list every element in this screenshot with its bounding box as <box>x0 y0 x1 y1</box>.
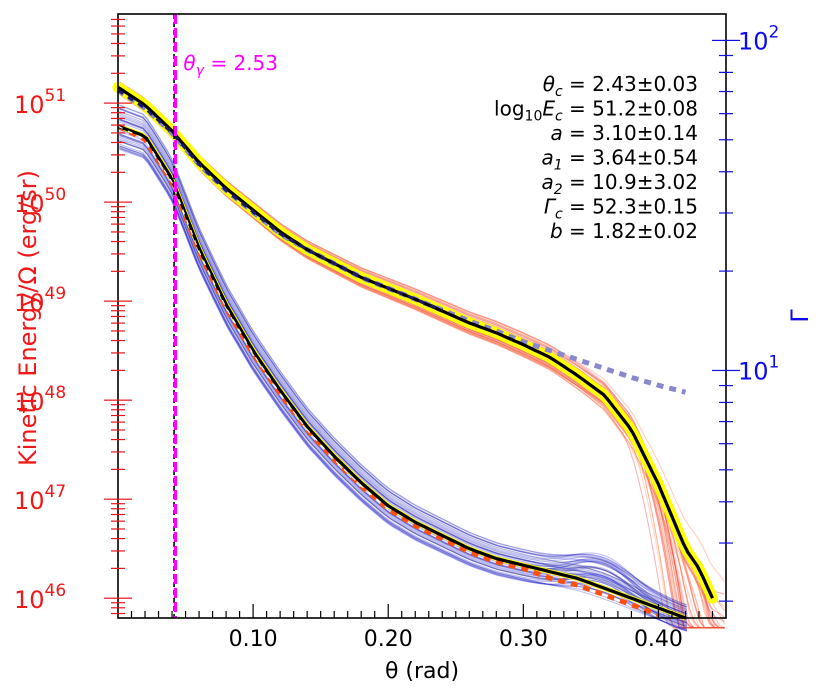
annotation-line: a2 = 10.9±3.02 <box>542 170 698 198</box>
right-tick-label: 102 <box>738 22 779 55</box>
lorentz-fit-line <box>117 124 687 620</box>
right-tick-base: 10 <box>738 357 769 385</box>
annotation-value: = 3.10±0.14 <box>563 121 698 145</box>
right-tick-label: 101 <box>738 352 779 385</box>
left-tick-label: 1047 <box>14 482 66 515</box>
annotation-line: log10Ec = 51.2±0.08 <box>494 97 698 125</box>
annotation-symbol: θ <box>543 72 555 96</box>
lorentz-sample-line <box>119 135 687 624</box>
x-tick-label: 0.40 <box>634 627 683 652</box>
annotation-value: = 3.64±0.54 <box>563 146 698 170</box>
annotation-subscript: 2 <box>554 182 563 198</box>
lorentz-sample-line <box>119 145 687 630</box>
left-tick-exponent: 50 <box>45 185 67 205</box>
annotation-line: b = 1.82±0.02 <box>550 219 698 243</box>
left-tick-base: 10 <box>14 91 45 119</box>
lorentz-sample-line <box>119 117 687 614</box>
annotation-value: = 51.2±0.08 <box>563 97 698 121</box>
x-tick-label: 0.10 <box>229 627 278 652</box>
lorentz-sample-line <box>119 112 687 611</box>
right-tick-exponent: 2 <box>769 22 780 42</box>
theta-gamma-value: = 2.53 <box>204 51 278 75</box>
theta-gamma-symbol: θ <box>183 51 195 75</box>
lorentz-sample-line <box>119 145 687 631</box>
left-tick-label: 1051 <box>14 86 66 119</box>
left-tick-label: 1046 <box>14 581 66 614</box>
left-tick-base: 10 <box>14 289 45 317</box>
lorentz-sample-line <box>119 116 687 613</box>
annotation-symbol-2: E <box>542 97 555 121</box>
lorentz-sample-line <box>119 108 687 608</box>
annotation-subscript: c <box>555 84 563 100</box>
lorentz-sample-line <box>119 119 687 615</box>
lorentz-sample-line <box>119 104 687 606</box>
series-layer <box>116 85 714 620</box>
lorentz-sample-line <box>119 118 687 614</box>
lorentz-sample-line <box>119 143 687 629</box>
lorentz-sample-line <box>119 134 687 624</box>
annotation-value: = 1.82±0.02 <box>563 219 698 243</box>
left-tick-exponent: 51 <box>45 86 67 106</box>
annotation-subscript-2: c <box>555 109 563 125</box>
annotation-symbol: a <box>542 146 554 170</box>
left-tick-exponent: 46 <box>45 581 67 601</box>
annotation-value: = 2.43±0.03 <box>563 72 698 96</box>
annotation-symbol: a <box>550 121 562 145</box>
right-tick-exponent: 1 <box>769 352 780 372</box>
energy-sample-line <box>119 93 725 629</box>
annotation-symbol: Γ <box>544 195 557 219</box>
lorentz-sample-line <box>119 114 687 612</box>
left-tick-base: 10 <box>14 586 45 614</box>
lorentz-sample-line <box>119 140 687 628</box>
annotation-subscript: 10 <box>525 109 543 125</box>
vertical-lines: θγ = 2.53 <box>173 14 278 618</box>
right-axis-label: Γ <box>786 309 814 323</box>
energy-model-dark-dashed <box>117 88 443 312</box>
lorentz-sample-line <box>119 110 687 610</box>
energy-sample-line <box>119 94 725 629</box>
annotation-subscript: c <box>555 207 563 223</box>
lorentz-sample-line <box>119 138 687 626</box>
lorentz-sample-line <box>119 104 687 606</box>
right-tick-base: 10 <box>738 27 769 55</box>
annotation-line: a = 3.10±0.14 <box>550 121 698 145</box>
x-tick-label: 0.20 <box>364 627 413 652</box>
theta-gamma-label: θγ = 2.53 <box>183 51 278 79</box>
x-tick-label: 0.30 <box>499 627 548 652</box>
left-tick-base: 10 <box>14 190 45 218</box>
annotation-line: a1 = 3.64±0.54 <box>542 146 698 174</box>
energy-sample-line <box>119 81 725 629</box>
lorentz-sample-line <box>119 148 687 632</box>
annotation-line: θc = 2.43±0.03 <box>543 72 698 100</box>
lorentz-sample-line <box>119 140 687 627</box>
left-tick-label: 1049 <box>14 284 66 317</box>
lorentz-sample-line <box>119 108 687 608</box>
theta-gamma-subscript: γ <box>196 63 205 79</box>
left-tick-label: 1048 <box>14 383 66 416</box>
left-tick-base: 10 <box>14 487 45 515</box>
annotation-line: Γc = 52.3±0.15 <box>544 195 698 223</box>
lorentz-sample-line <box>119 146 687 631</box>
lorentz-sample-line <box>119 118 687 615</box>
annotation-symbol: b <box>550 219 563 243</box>
annotation-symbol: a <box>542 170 554 194</box>
annotation-subscript: 1 <box>554 158 563 174</box>
left-tick-label: 1050 <box>14 185 66 218</box>
lorentz-sample-line <box>119 107 687 608</box>
annotation-symbol: log <box>494 97 525 121</box>
left-tick-exponent: 48 <box>45 383 67 403</box>
lorentz-sample-line <box>119 145 687 630</box>
left-tick-exponent: 47 <box>45 482 67 502</box>
left-axis-label: Kinetic Energy/Ω (erg/sr) <box>14 170 42 466</box>
left-tick-exponent: 49 <box>45 284 67 304</box>
x-axis-label: θ (rad) <box>385 659 459 684</box>
annotation-value: = 52.3±0.15 <box>563 195 698 219</box>
lorentz-sample-line <box>119 107 687 608</box>
left-tick-base: 10 <box>14 388 45 416</box>
lorentz-sample-line <box>119 147 687 632</box>
annotation-value: = 10.9±3.02 <box>563 170 698 194</box>
